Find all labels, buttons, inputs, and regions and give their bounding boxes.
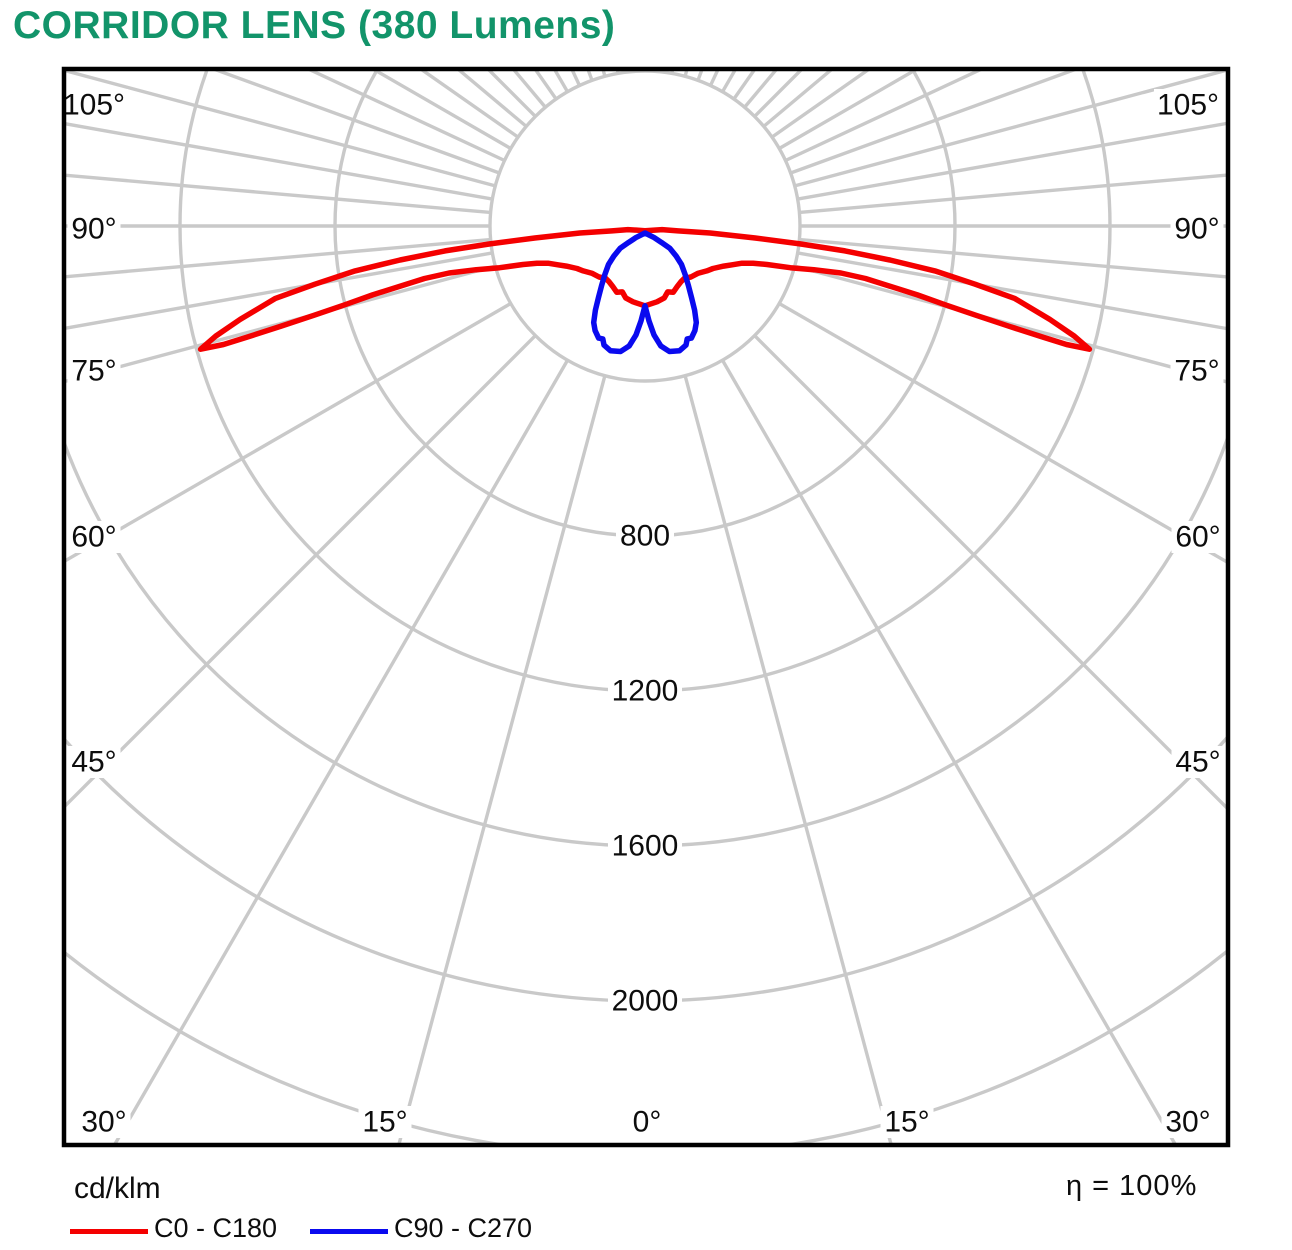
legend-label-c90-c270: C90 - C270 bbox=[394, 1213, 533, 1243]
angle-tick-label: 90° bbox=[71, 213, 116, 246]
angle-tick-labels: 105° 90° 75° 60° 45° 30° 15° 0° 15° 30° 45° 60° 75° 9… bbox=[63, 89, 1225, 1139]
radial-tick-label: 1200 bbox=[612, 675, 679, 708]
angle-tick-label: 30° bbox=[81, 1106, 126, 1139]
angle-tick-label: 0° bbox=[633, 1106, 662, 1139]
radial-tick-label: 1600 bbox=[612, 830, 679, 863]
c0-c180-curve bbox=[197, 226, 1093, 352]
angle-tick-label: 90° bbox=[1174, 213, 1219, 246]
angle-tick-label: 30° bbox=[1165, 1106, 1210, 1139]
radial-tick-labels: 800 1200 1600 2000 bbox=[608, 520, 682, 1018]
plot-border bbox=[61, 66, 1231, 1148]
angle-tick-label: 105° bbox=[1157, 89, 1219, 122]
angle-tick-label: 15° bbox=[884, 1106, 929, 1139]
efficiency-label: η = 100% bbox=[1066, 1170, 1198, 1202]
c90-c270-curve bbox=[590, 230, 700, 355]
radial-tick-label: 800 bbox=[620, 520, 670, 553]
legend-label-c0-c180: C0 - C180 bbox=[154, 1213, 278, 1243]
angle-tick-label: 75° bbox=[71, 355, 116, 388]
polar-grid-circles bbox=[66, 71, 1226, 1143]
page-title: CORRIDOR LENS (380 Lumens) bbox=[13, 4, 616, 47]
angle-tick-label: 45° bbox=[1175, 746, 1220, 779]
angle-tick-label: 60° bbox=[1175, 521, 1220, 554]
radial-unit-label: cd/klm bbox=[74, 1172, 161, 1205]
angle-tick-label: 75° bbox=[1174, 355, 1219, 388]
angle-tick-label: 45° bbox=[71, 746, 116, 779]
angle-tick-label: 60° bbox=[71, 521, 116, 554]
legend-swatch-c90-c270 bbox=[310, 1229, 388, 1234]
radial-tick-label: 2000 bbox=[612, 985, 679, 1018]
legend-swatch-c0-c180 bbox=[70, 1229, 148, 1234]
angle-tick-label: 105° bbox=[63, 89, 125, 122]
angle-tick-label: 15° bbox=[362, 1106, 407, 1139]
